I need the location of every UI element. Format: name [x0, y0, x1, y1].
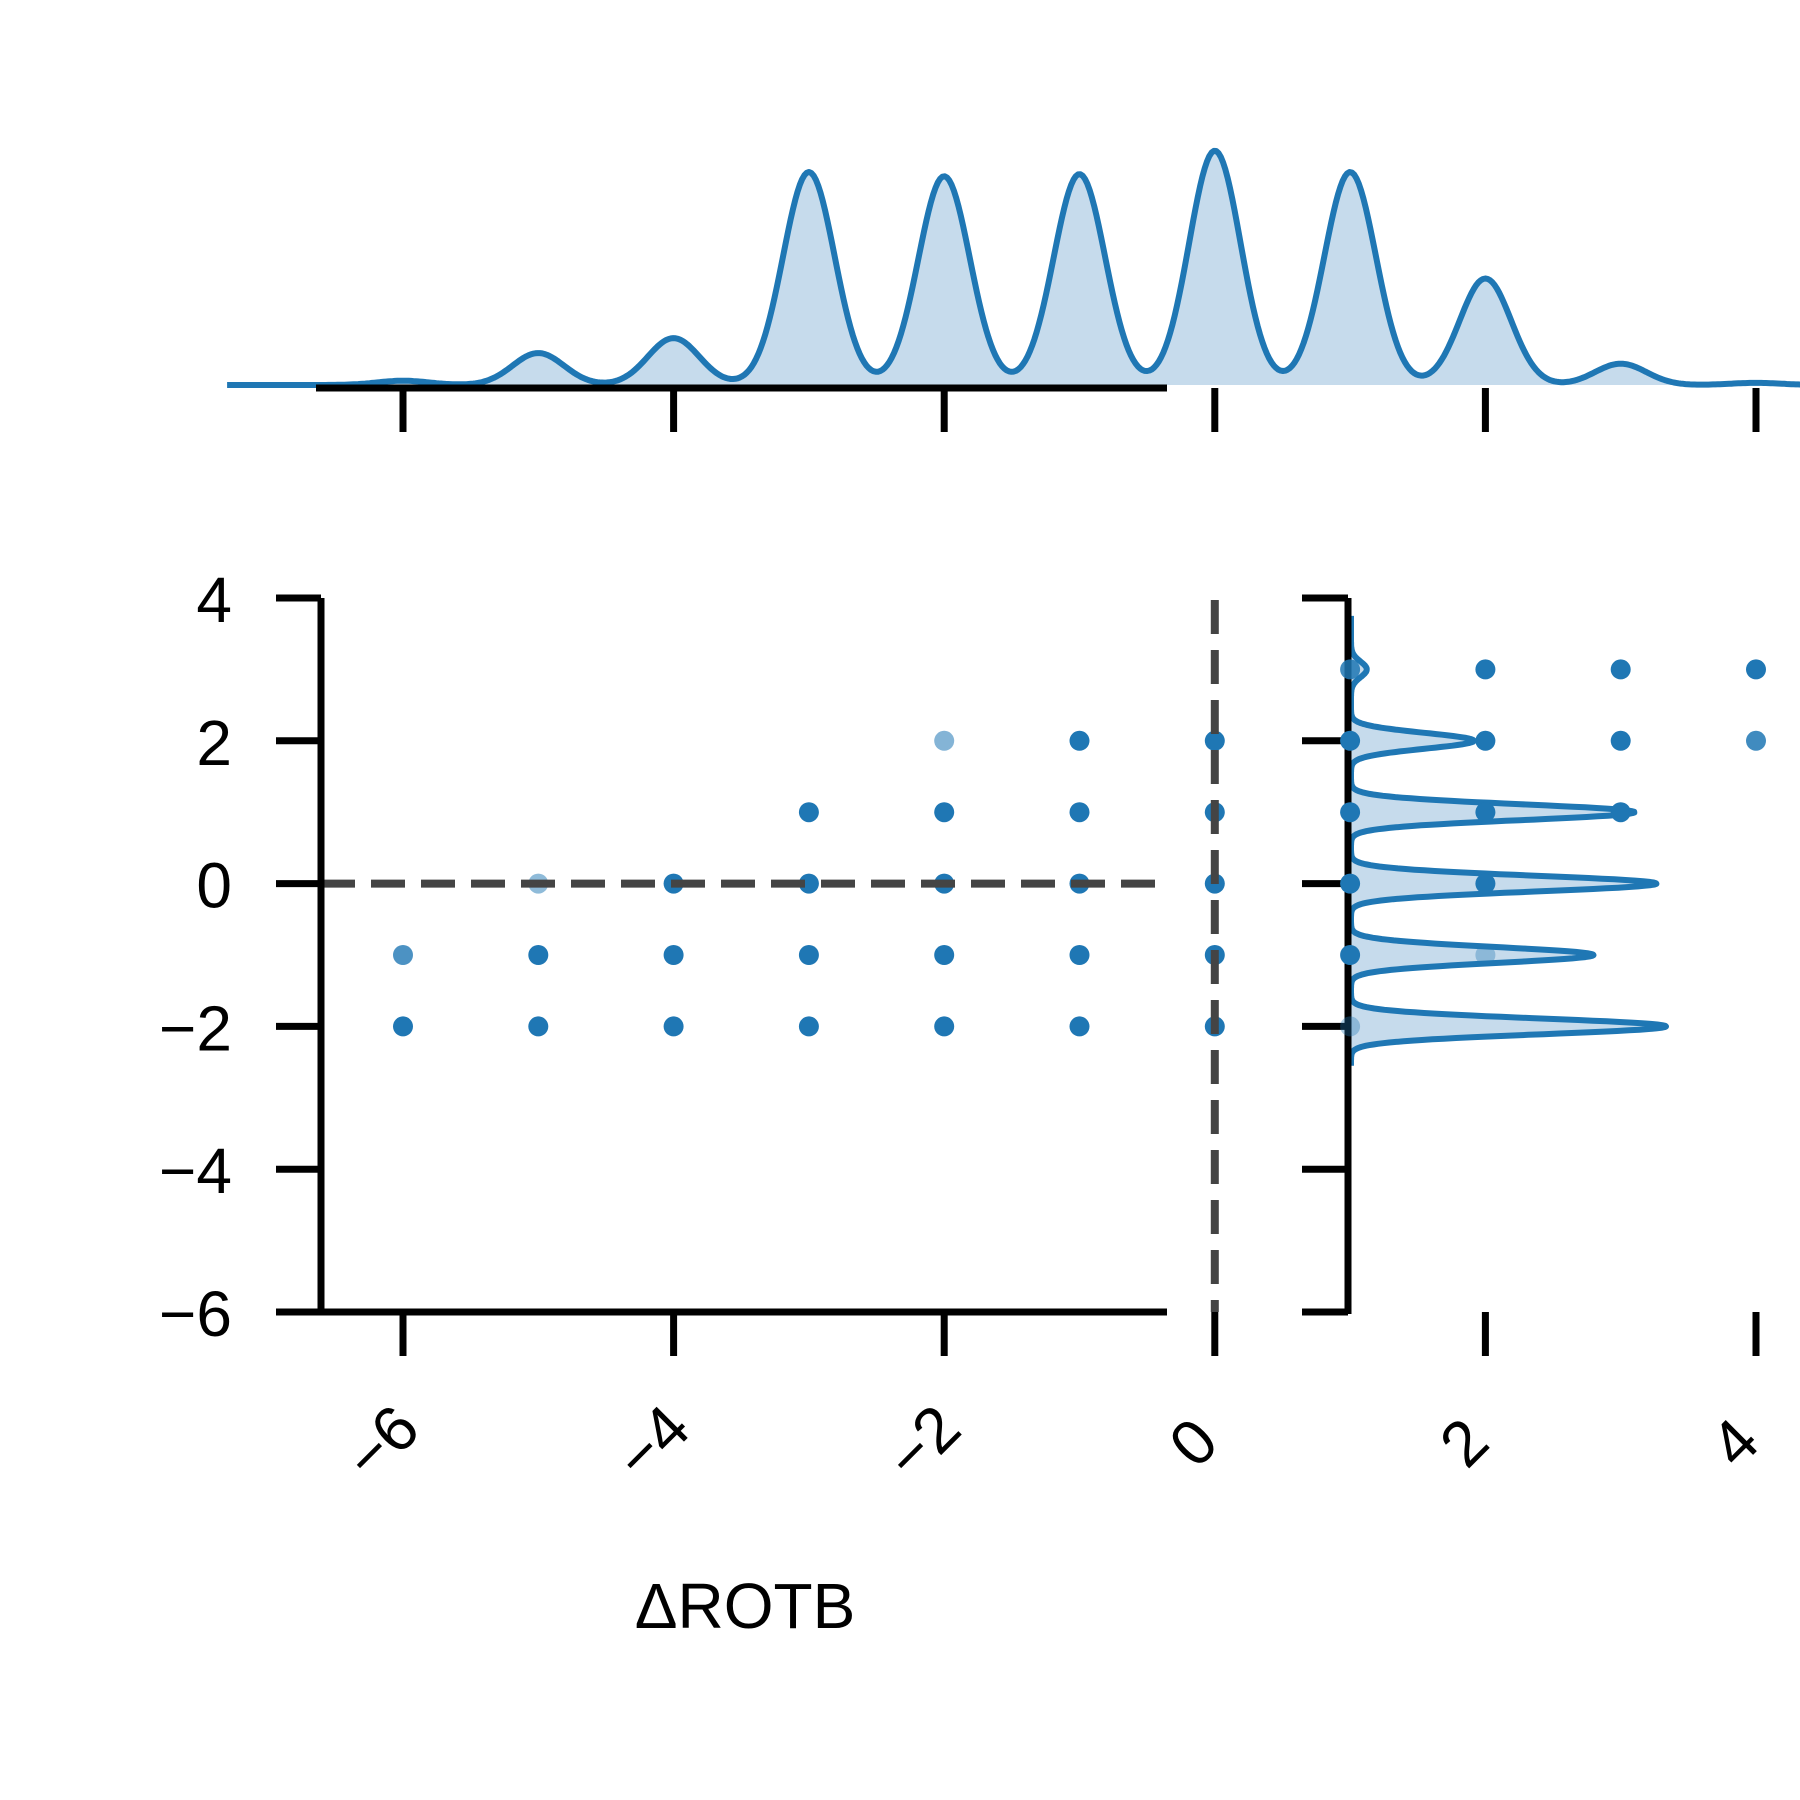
scatter-point [1340, 659, 1361, 680]
scatter-point [1340, 945, 1361, 965]
scatter-point [1069, 1016, 1090, 1037]
marginal-x-density-fill [227, 150, 1800, 385]
scatter-point [1610, 730, 1631, 751]
marginal-y-density-fill [1351, 615, 1666, 1066]
scatter-point [934, 730, 955, 751]
x-tick-label: −4 [601, 1391, 704, 1494]
y-tick-label: 4 [196, 564, 232, 636]
marginal-x-density-line [226, 147, 1800, 388]
main-axes [276, 594, 1760, 1356]
x-axis-title: ΔROTB [635, 1570, 856, 1642]
x-tick-label: 2 [1426, 1404, 1502, 1480]
marginal-x-density [226, 147, 1800, 388]
scatter-point [1746, 659, 1766, 680]
scatter-point [1069, 730, 1090, 751]
marginal-x-axis [316, 384, 1760, 432]
scatter-point [1475, 873, 1496, 894]
scatter-point [1069, 802, 1090, 823]
scatter-point [798, 945, 819, 965]
scatter-point [528, 945, 549, 965]
y-tick-label: −4 [159, 1135, 232, 1207]
y-tick-label: −2 [159, 992, 232, 1064]
y-tick-labels: −6 −4 −2 0 2 4 [159, 564, 232, 1350]
scatter-point [1340, 873, 1361, 894]
scatter-point [1475, 802, 1496, 823]
reference-lines [321, 600, 1219, 1312]
scatter-points [393, 659, 1766, 1037]
scatter-point [663, 945, 684, 965]
scatter-point [528, 1016, 549, 1037]
scatter-point [934, 802, 955, 823]
scatter-point [1475, 945, 1496, 965]
scatter-point [1475, 659, 1496, 680]
scatter-point [1746, 730, 1766, 751]
scatter-point [1340, 1016, 1361, 1037]
scatter-point [1340, 730, 1361, 751]
scatter-point [798, 1016, 819, 1037]
scatter-point [934, 1016, 955, 1037]
x-tick-label: −6 [330, 1391, 433, 1494]
marginal-y-density-line [1348, 613, 1669, 1068]
scatter-point [1069, 945, 1090, 965]
marginal-y-density [1348, 613, 1669, 1068]
scatter-point [934, 945, 955, 965]
scatter-point [1610, 802, 1631, 823]
scatter-point [798, 802, 819, 823]
scatter-point [1340, 802, 1361, 823]
x-tick-label: 0 [1155, 1404, 1231, 1480]
scatter-point [798, 873, 819, 894]
x-tick-label: 4 [1696, 1404, 1772, 1480]
scatter-point [1204, 730, 1225, 751]
x-tick-label: −2 [871, 1391, 974, 1494]
y-tick-label: −6 [159, 1278, 232, 1350]
scatter-point [393, 945, 413, 965]
scatter-point [663, 1016, 684, 1037]
x-tick-labels: −6 −4 −2 0 2 4 [330, 1391, 1772, 1494]
scatter-point [393, 1016, 413, 1037]
y-tick-label: 0 [196, 850, 232, 922]
scatter-point [1475, 730, 1496, 751]
scatter-point [1610, 659, 1631, 680]
y-tick-label: 2 [196, 707, 232, 779]
